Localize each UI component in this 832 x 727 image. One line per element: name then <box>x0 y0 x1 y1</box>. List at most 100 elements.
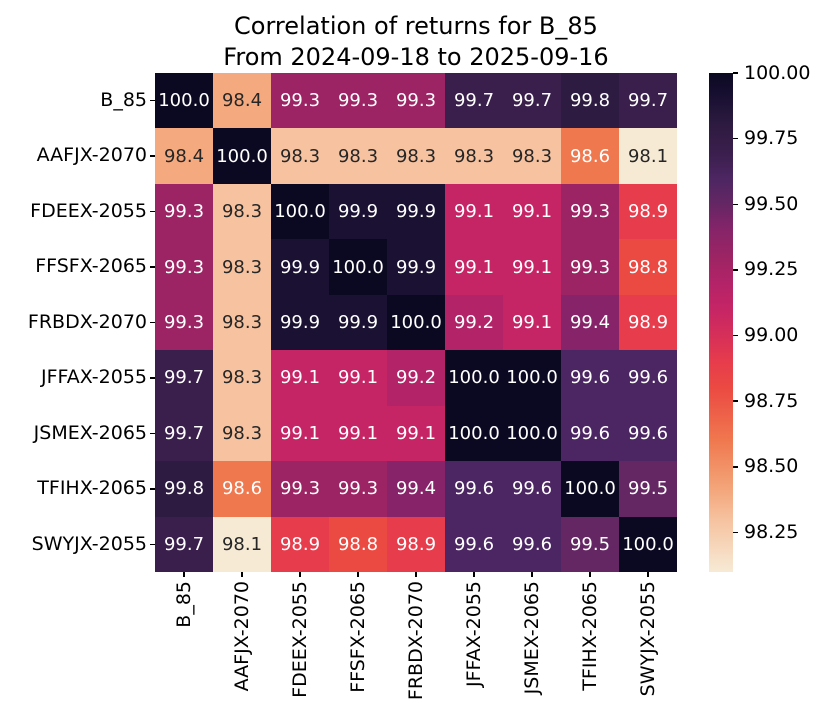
heatmap-cell: 100.0 <box>561 461 619 517</box>
colorbar-tick-mark <box>733 334 738 337</box>
chart-title-line2: From 2024-09-18 to 2025-09-16 <box>223 43 609 71</box>
colorbar <box>709 73 733 572</box>
y-axis-label: JFFAX-2055 <box>41 366 147 389</box>
chart-title: Correlation of returns for B_85 From 202… <box>0 11 832 73</box>
heatmap-cell: 99.3 <box>561 183 619 240</box>
heatmap-cell: 99.7 <box>503 73 561 129</box>
colorbar-tick-mark <box>733 269 738 271</box>
heatmap-cell: 98.3 <box>503 128 561 184</box>
heatmap-cell: 100.0 <box>387 294 445 351</box>
heatmap-cell: 99.1 <box>445 239 503 295</box>
y-tick-mark <box>150 432 155 435</box>
heatmap-cell: 99.4 <box>561 294 619 351</box>
heatmap-cell: 99.1 <box>503 294 561 351</box>
heatmap-cell: 99.3 <box>329 73 387 129</box>
y-tick-mark <box>150 377 155 379</box>
heatmap-cell: 99.4 <box>387 461 445 517</box>
heatmap-cell: 99.1 <box>387 405 445 462</box>
heatmap-cell: 99.3 <box>155 239 213 295</box>
colorbar-tick-label: 99.25 <box>744 258 799 281</box>
y-tick-mark <box>150 543 155 545</box>
heatmap-cell: 98.3 <box>213 294 271 351</box>
colorbar-tick-mark <box>733 400 738 403</box>
colorbar-tick-mark <box>733 137 738 140</box>
x-axis-label: FDEEX-2055 <box>271 581 329 698</box>
heatmap-grid: 100.0 98.4 99.3 99.3 99.3 99.7 99.7 99.8 99.7 98.… <box>155 73 677 572</box>
heatmap-cell: 99.3 <box>155 294 213 351</box>
heatmap-cell: 100.0 <box>503 405 561 462</box>
heatmap-cell: 98.3 <box>213 405 271 462</box>
y-axis-label: JSMEX-2065 <box>33 421 147 444</box>
colorbar-tick-label: 98.50 <box>744 455 799 478</box>
x-tick-mark <box>473 572 475 577</box>
heatmap-cell: 98.3 <box>329 128 387 184</box>
heatmap-cell: 98.9 <box>619 294 677 351</box>
heatmap-cell: 99.9 <box>387 239 445 295</box>
y-axis-label: SWYJX-2055 <box>31 532 147 555</box>
heatmap-cell: 99.3 <box>387 73 445 129</box>
heatmap-cell: 99.6 <box>445 516 503 572</box>
heatmap-cell: 99.6 <box>561 350 619 406</box>
y-tick-mark <box>150 321 155 324</box>
heatmap-cell: 99.7 <box>155 405 213 462</box>
heatmap-cell: 99.1 <box>329 350 387 406</box>
heatmap-cell: 99.7 <box>155 516 213 572</box>
heatmap-cell: 100.0 <box>155 73 213 129</box>
heatmap-cell: 99.3 <box>329 461 387 517</box>
x-axis-label-text: JFFAX-2055 <box>463 581 485 687</box>
heatmap-cell: 98.3 <box>445 128 503 184</box>
x-axis-label-text: TFIHX-2065 <box>579 581 601 691</box>
heatmap-cell: 99.5 <box>619 461 677 517</box>
heatmap-cell: 98.3 <box>271 128 329 184</box>
heatmap-cell: 99.6 <box>503 516 561 572</box>
heatmap-cell: 98.6 <box>213 461 271 517</box>
colorbar-tick-label: 99.50 <box>744 192 799 215</box>
heatmap-cell: 99.5 <box>561 516 619 572</box>
y-axis-label: FRBDX-2070 <box>27 310 147 333</box>
x-axis-label-text: JSMEX-2065 <box>521 581 543 695</box>
heatmap-cell: 98.1 <box>213 516 271 572</box>
heatmap-cell: 99.1 <box>329 405 387 462</box>
x-axis-label-text: B_85 <box>173 581 195 628</box>
heatmap-cell: 99.2 <box>445 294 503 351</box>
heatmap-cell: 98.8 <box>619 239 677 295</box>
colorbar-tick-mark <box>733 203 738 206</box>
heatmap-cell: 99.3 <box>271 73 329 129</box>
colorbar-tick-label: 98.75 <box>744 389 799 412</box>
heatmap-cell: 100.0 <box>213 128 271 184</box>
x-axis-label: JSMEX-2065 <box>503 581 561 694</box>
heatmap-cell: 99.6 <box>503 461 561 517</box>
heatmap-cell: 98.9 <box>271 516 329 572</box>
heatmap-cell: 98.9 <box>619 183 677 240</box>
heatmap-cell: 98.3 <box>213 183 271 240</box>
heatmap-cell: 100.0 <box>445 350 503 406</box>
heatmap-cell: 99.9 <box>271 239 329 295</box>
x-tick-mark <box>531 572 533 577</box>
x-tick-mark <box>589 572 591 577</box>
colorbar-tick-mark <box>733 72 738 74</box>
heatmap-cell: 99.7 <box>619 73 677 129</box>
x-axis-label-text: FDEEX-2055 <box>289 581 311 698</box>
y-tick-mark <box>150 266 155 268</box>
x-tick-mark <box>241 572 243 577</box>
heatmap-cell: 99.7 <box>155 350 213 406</box>
y-tick-mark <box>150 100 155 102</box>
heatmap-cell: 98.3 <box>213 350 271 406</box>
x-axis-label-text: FRBDX-2070 <box>405 581 427 701</box>
x-axis-label: FRBDX-2070 <box>387 581 445 700</box>
y-tick-mark <box>150 488 155 490</box>
heatmap-cell: 99.6 <box>561 405 619 462</box>
x-axis-label: SWYJX-2055 <box>619 581 677 696</box>
x-axis-label: FFSFX-2065 <box>329 581 387 693</box>
x-axis-label-text: AAFJX-2070 <box>231 581 253 692</box>
x-axis-label: JFFAX-2055 <box>445 581 503 687</box>
heatmap-cell: 99.8 <box>155 461 213 517</box>
heatmap-cell: 99.3 <box>271 461 329 517</box>
heatmap-cell: 99.6 <box>619 350 677 406</box>
heatmap-cell: 100.0 <box>271 183 329 240</box>
x-tick-mark <box>415 572 417 577</box>
heatmap-cell: 99.9 <box>387 183 445 240</box>
heatmap-cell: 98.9 <box>387 516 445 572</box>
heatmap-cell: 98.3 <box>387 128 445 184</box>
